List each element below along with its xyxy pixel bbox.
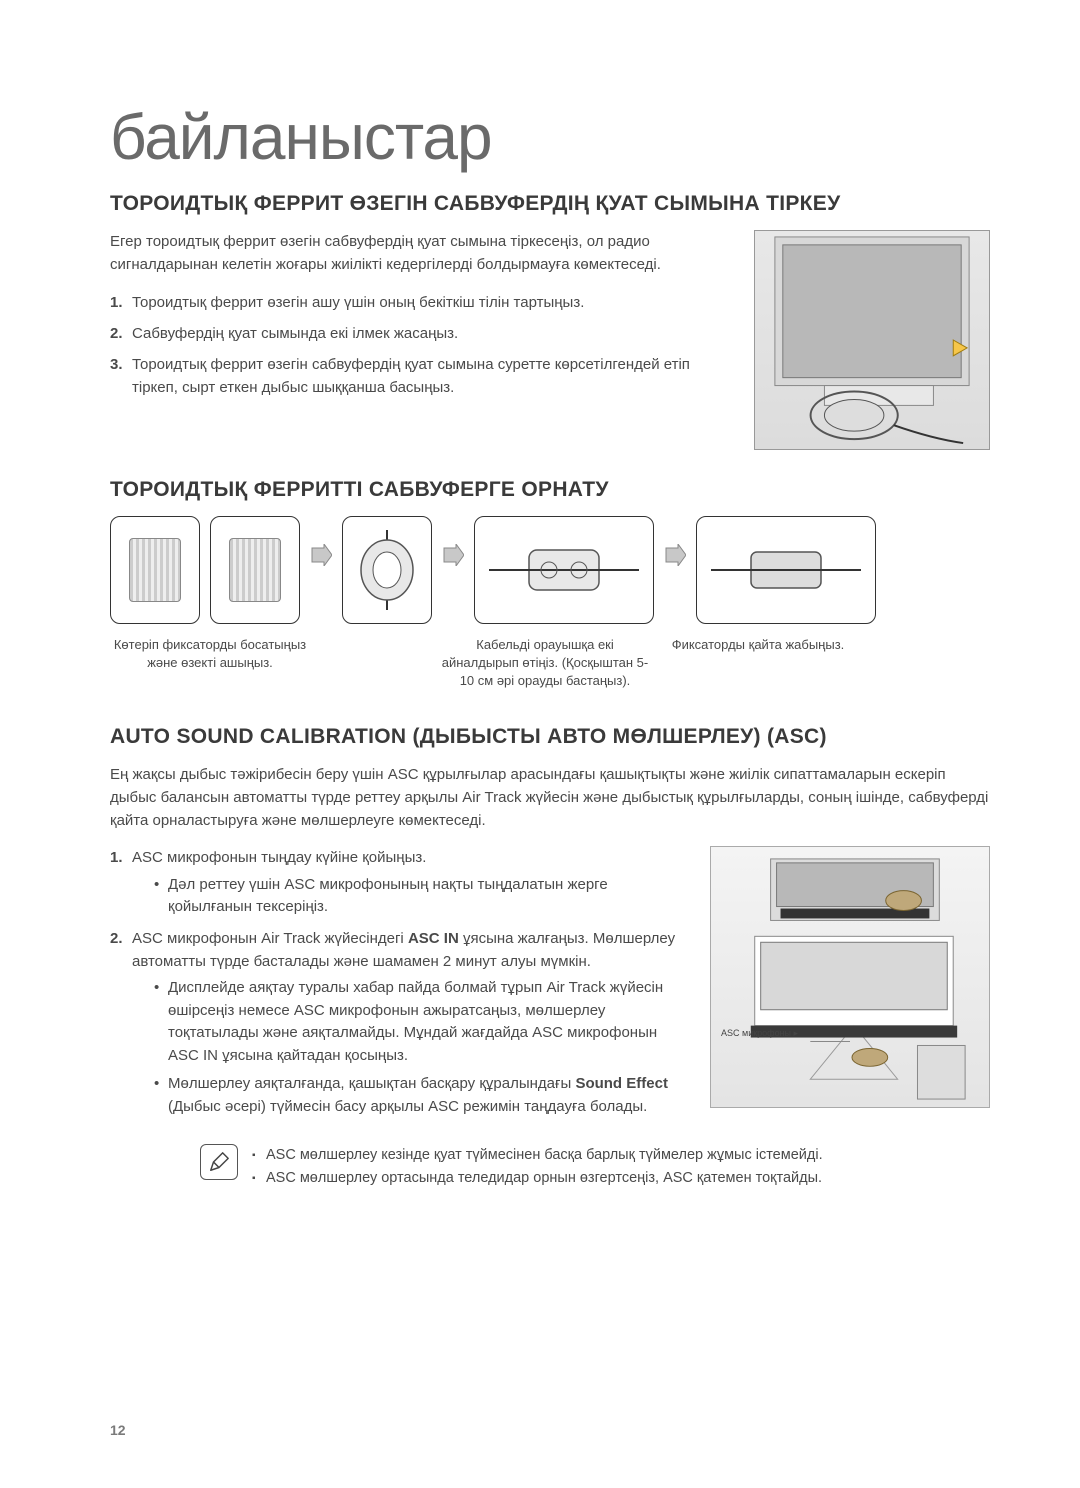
pencil-icon [200,1144,238,1180]
page-title: байланыстар [110,100,990,174]
note-item: ASC мөлшерлеу кезінде қуат түймесінен ба… [252,1144,823,1166]
ferrite-step-row [110,516,990,624]
section1-steps: 1.Тороидтық феррит өзегін ашу үшін оның … [110,291,736,400]
ferrite-captions: Көтеріп фиксаторды босатыңыз және өзекті… [110,636,990,691]
asc-step2-sub1: Дисплейде аяқтау туралы хабар пайда болм… [154,977,692,1067]
arrow-icon [442,544,464,566]
asc-setup-illustration: ASC микрофоны ▸ [710,846,990,1108]
caption-1: Көтеріп фиксаторды босатыңыз және өзекті… [110,636,310,691]
note-item: ASC мөлшерлеу ортасында теледидар орнын … [252,1167,823,1189]
ferrite-step3-img [474,516,654,624]
section1-intro: Егер тороидтық феррит өзегін сабвуфердің… [110,230,736,277]
asc-step2-sub2: Мөлшерлеу аяқталғанда, қашықтан басқару … [154,1073,692,1118]
section2-heading: ТОРОИДТЫҚ ФЕРРИТТІ САБВУФЕРГЕ ОРНАТУ [110,478,990,502]
asc-step2: ASC микрофонын Air Track жүйесіндегі ASC… [132,930,675,970]
asc-step1: ASC микрофонын тыңдау күйіне қойыңыз. [132,849,426,866]
section-asc: AUTO SOUND CALIBRATION (ДЫБЫСТЫ АВТО МӨЛ… [110,725,990,1189]
step-text: Тороидтық феррит өзегін ашу үшін оның бе… [132,294,584,311]
page-number: 12 [110,1422,126,1438]
note-box: ASC мөлшерлеу кезінде қуат түймесінен ба… [200,1144,990,1189]
section1-heading: ТОРОИДТЫҚ ФЕРРИТ ӨЗЕГІН САБВУФЕРДІҢ ҚУАТ… [110,192,990,216]
caption-3: Фиксаторды қайта жабыңыз. [658,636,858,691]
asc-mic-label: ASC микрофоны ▸ [721,1028,798,1039]
section3-heading: AUTO SOUND CALIBRATION (ДЫБЫСТЫ АВТО МӨЛ… [110,725,990,749]
section-ferrite-install: ТОРОИДТЫҚ ФЕРРИТТІ САБВУФЕРГЕ ОРНАТУ Көт… [110,478,990,691]
section-ferrite-attach: ТОРОИДТЫҚ ФЕРРИТ ӨЗЕГІН САБВУФЕРДІҢ ҚУАТ… [110,192,990,450]
ferrite-step1-img [110,516,200,624]
step-text: Тороидтық феррит өзегін сабвуфердің қуат… [132,356,690,396]
step-text: Сабвуфердің қуат сымында екі ілмек жасаң… [132,325,458,342]
note-list: ASC мөлшерлеу кезінде қуат түймесінен ба… [252,1144,823,1189]
section3-intro: Ең жақсы дыбыс тәжірибесін беру үшін ASC… [110,763,990,833]
ferrite-step1b-img [210,516,300,624]
subwoofer-illustration [754,230,990,450]
ferrite-step2-img [342,516,432,624]
caption-2: Кабельді орауышқа екі айналдырып өтіңіз.… [440,636,650,691]
ferrite-step4-img [696,516,876,624]
arrow-icon [664,544,686,566]
asc-steps: 1. ASC микрофонын тыңдау күйіне қойыңыз.… [110,846,692,1118]
arrow-icon [310,544,332,566]
asc-step1-sub: Дәл реттеу үшін ASC микрофонының нақты т… [154,874,692,919]
